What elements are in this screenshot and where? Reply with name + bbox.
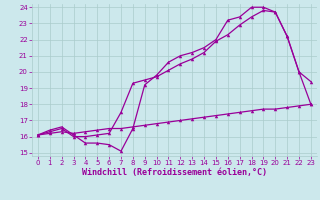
X-axis label: Windchill (Refroidissement éolien,°C): Windchill (Refroidissement éolien,°C)	[82, 168, 267, 177]
